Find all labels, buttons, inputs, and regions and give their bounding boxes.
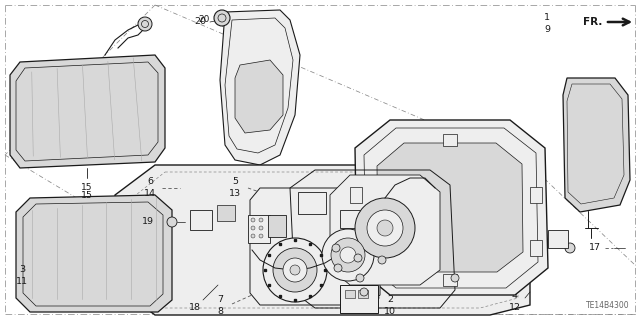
Text: 2: 2 [387,295,393,305]
Circle shape [167,217,177,227]
Polygon shape [16,195,172,312]
Text: 11: 11 [16,278,28,286]
Text: 17: 17 [314,254,326,263]
Circle shape [251,234,255,238]
Circle shape [367,210,403,246]
Bar [217,205,235,221]
Circle shape [259,226,263,230]
Circle shape [138,17,152,31]
Bar [443,274,457,286]
Text: 12: 12 [509,302,521,311]
Text: 16: 16 [362,254,374,263]
Text: 7: 7 [217,295,223,305]
Text: 9: 9 [544,26,550,34]
Bar [340,210,360,228]
Bar [530,187,542,203]
Circle shape [259,218,263,222]
Text: 14: 14 [144,189,156,198]
Text: 6: 6 [147,177,153,187]
Text: 20: 20 [194,18,206,26]
Bar [443,134,457,146]
Circle shape [263,238,327,302]
Bar [248,215,270,243]
Circle shape [290,265,300,275]
Circle shape [331,238,365,272]
Text: 15: 15 [81,183,93,192]
Text: 8: 8 [217,308,223,316]
Bar [350,187,362,203]
Bar [340,285,378,313]
Text: FR.: FR. [582,17,602,27]
Circle shape [332,244,340,252]
Polygon shape [250,188,380,305]
Circle shape [354,254,362,262]
Text: 20: 20 [198,16,210,25]
Circle shape [251,218,255,222]
Circle shape [340,247,356,263]
Polygon shape [377,143,523,272]
Circle shape [355,198,415,258]
Polygon shape [563,78,630,212]
Text: 5: 5 [232,177,238,187]
Bar [358,290,368,298]
Bar [345,290,355,298]
Text: 15: 15 [81,190,93,199]
Bar [190,210,212,230]
Polygon shape [355,120,548,295]
Polygon shape [115,165,530,315]
Text: 10: 10 [384,308,396,316]
Circle shape [214,10,230,26]
Bar [298,192,326,214]
Circle shape [356,274,364,282]
Polygon shape [235,60,283,133]
Circle shape [378,256,386,264]
Bar [268,215,286,237]
Text: 17: 17 [589,243,601,253]
Text: 13: 13 [229,189,241,198]
Text: 17: 17 [282,276,294,285]
Polygon shape [330,175,440,285]
Text: 1: 1 [544,13,550,23]
Circle shape [259,234,263,238]
Circle shape [273,248,317,292]
Circle shape [565,243,575,253]
Circle shape [283,258,307,282]
Circle shape [360,288,368,296]
Text: 18: 18 [189,303,201,313]
Circle shape [251,226,255,230]
Polygon shape [10,55,165,168]
Text: 4: 4 [512,291,518,300]
Circle shape [322,229,374,281]
Circle shape [334,264,342,272]
Text: 3: 3 [19,265,25,275]
Bar [548,230,568,248]
Polygon shape [220,10,300,165]
Bar [530,240,542,256]
Circle shape [377,220,393,236]
Text: 19: 19 [142,218,154,226]
Text: 16: 16 [449,278,461,286]
Circle shape [451,274,459,282]
Text: TE14B4300: TE14B4300 [586,301,630,310]
